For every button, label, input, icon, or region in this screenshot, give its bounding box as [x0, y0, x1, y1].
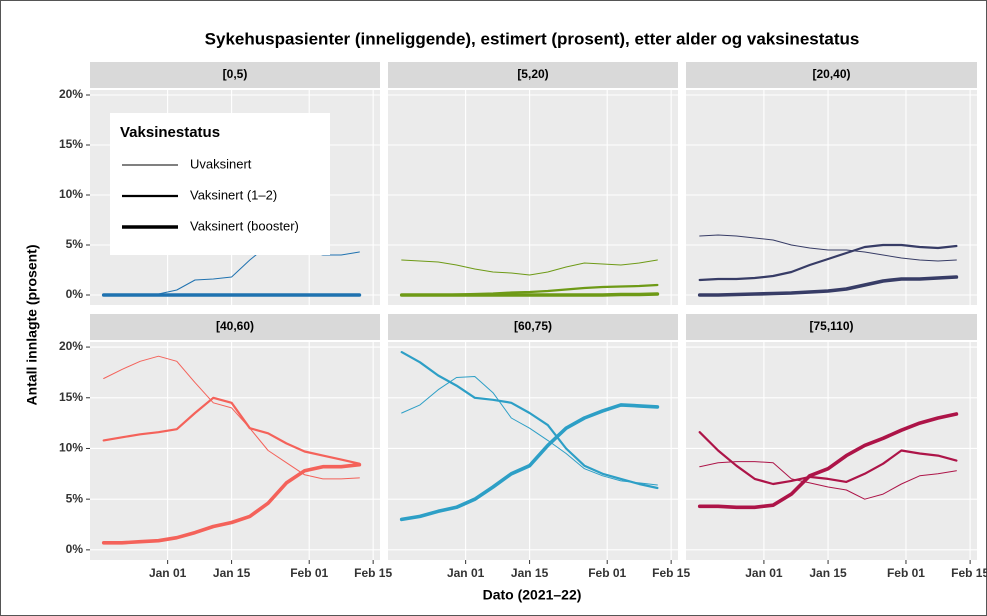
y-tick-label: 0%	[66, 542, 84, 556]
y-tick-label: 10%	[59, 187, 83, 201]
series-line	[698, 431, 958, 486]
legend: Vaksinestatus Uvaksinert Vaksinert (1–2) V…	[110, 113, 330, 255]
x-axis-label: Dato (2021–22)	[483, 587, 582, 603]
panel-background	[90, 342, 380, 560]
series-line	[699, 461, 957, 500]
y-tick-label: 15%	[59, 390, 83, 404]
facet-title: [75,110)	[809, 319, 853, 333]
x-tick-label: Feb 01	[290, 566, 328, 580]
y-tick-label: 15%	[59, 137, 83, 151]
strip	[686, 314, 977, 340]
facet-title: [20,40)	[812, 67, 850, 81]
panel-background	[686, 90, 977, 305]
strip	[686, 62, 977, 88]
strip	[90, 62, 380, 88]
y-tick-label: 20%	[59, 339, 83, 353]
y-tick-label: 10%	[59, 441, 83, 455]
x-tick-label: Jan 15	[809, 566, 847, 580]
x-tick-label: Jan 15	[511, 566, 549, 580]
facet-title: [0,5)	[223, 67, 248, 81]
x-tick-label: Feb 01	[887, 566, 925, 580]
facet-title: [40,60)	[216, 319, 254, 333]
series-line	[697, 275, 959, 297]
series-line	[399, 403, 660, 522]
series-line	[401, 376, 658, 486]
x-tick-label: Feb 01	[588, 566, 626, 580]
series-line	[698, 243, 958, 282]
x-tick-label: Jan 15	[213, 566, 251, 580]
strip	[90, 314, 380, 340]
series-line	[699, 234, 957, 262]
legend-title: Vaksinestatus	[120, 124, 220, 141]
strip	[388, 314, 678, 340]
series-line	[101, 462, 362, 545]
series-line	[400, 351, 659, 490]
y-tick-label: 5%	[66, 237, 84, 251]
chart-title: Sykehuspasienter (inneliggende), estimer…	[205, 29, 860, 48]
x-tick-label: Feb 15	[354, 566, 392, 580]
strip	[388, 62, 678, 88]
y-tick-label: 0%	[66, 287, 84, 301]
x-tick-label: Feb 15	[652, 566, 690, 580]
panel-background	[388, 90, 678, 305]
x-tick-label: Feb 15	[951, 566, 987, 580]
facet-title: [5,20)	[517, 67, 548, 81]
y-axis-label: Antall innlagte (prosent)	[24, 245, 40, 406]
legend-label: Vaksinert (1–2)	[190, 187, 277, 202]
panel-background	[686, 342, 977, 560]
series-line	[102, 396, 361, 465]
series-line	[401, 259, 658, 276]
y-tick-label: 20%	[59, 87, 83, 101]
series-line	[103, 355, 360, 480]
legend-label: Uvaksinert	[190, 156, 252, 171]
x-tick-label: Jan 01	[447, 566, 485, 580]
series-line	[399, 292, 660, 297]
y-tick-label: 5%	[66, 491, 84, 505]
x-tick-label: Jan 01	[149, 566, 187, 580]
facet-title: [60,75)	[514, 319, 552, 333]
series-line	[697, 412, 959, 510]
panel-background	[388, 342, 678, 560]
legend-label: Vaksinert (booster)	[190, 218, 299, 233]
x-tick-label: Jan 01	[745, 566, 783, 580]
legend-box	[110, 113, 330, 255]
